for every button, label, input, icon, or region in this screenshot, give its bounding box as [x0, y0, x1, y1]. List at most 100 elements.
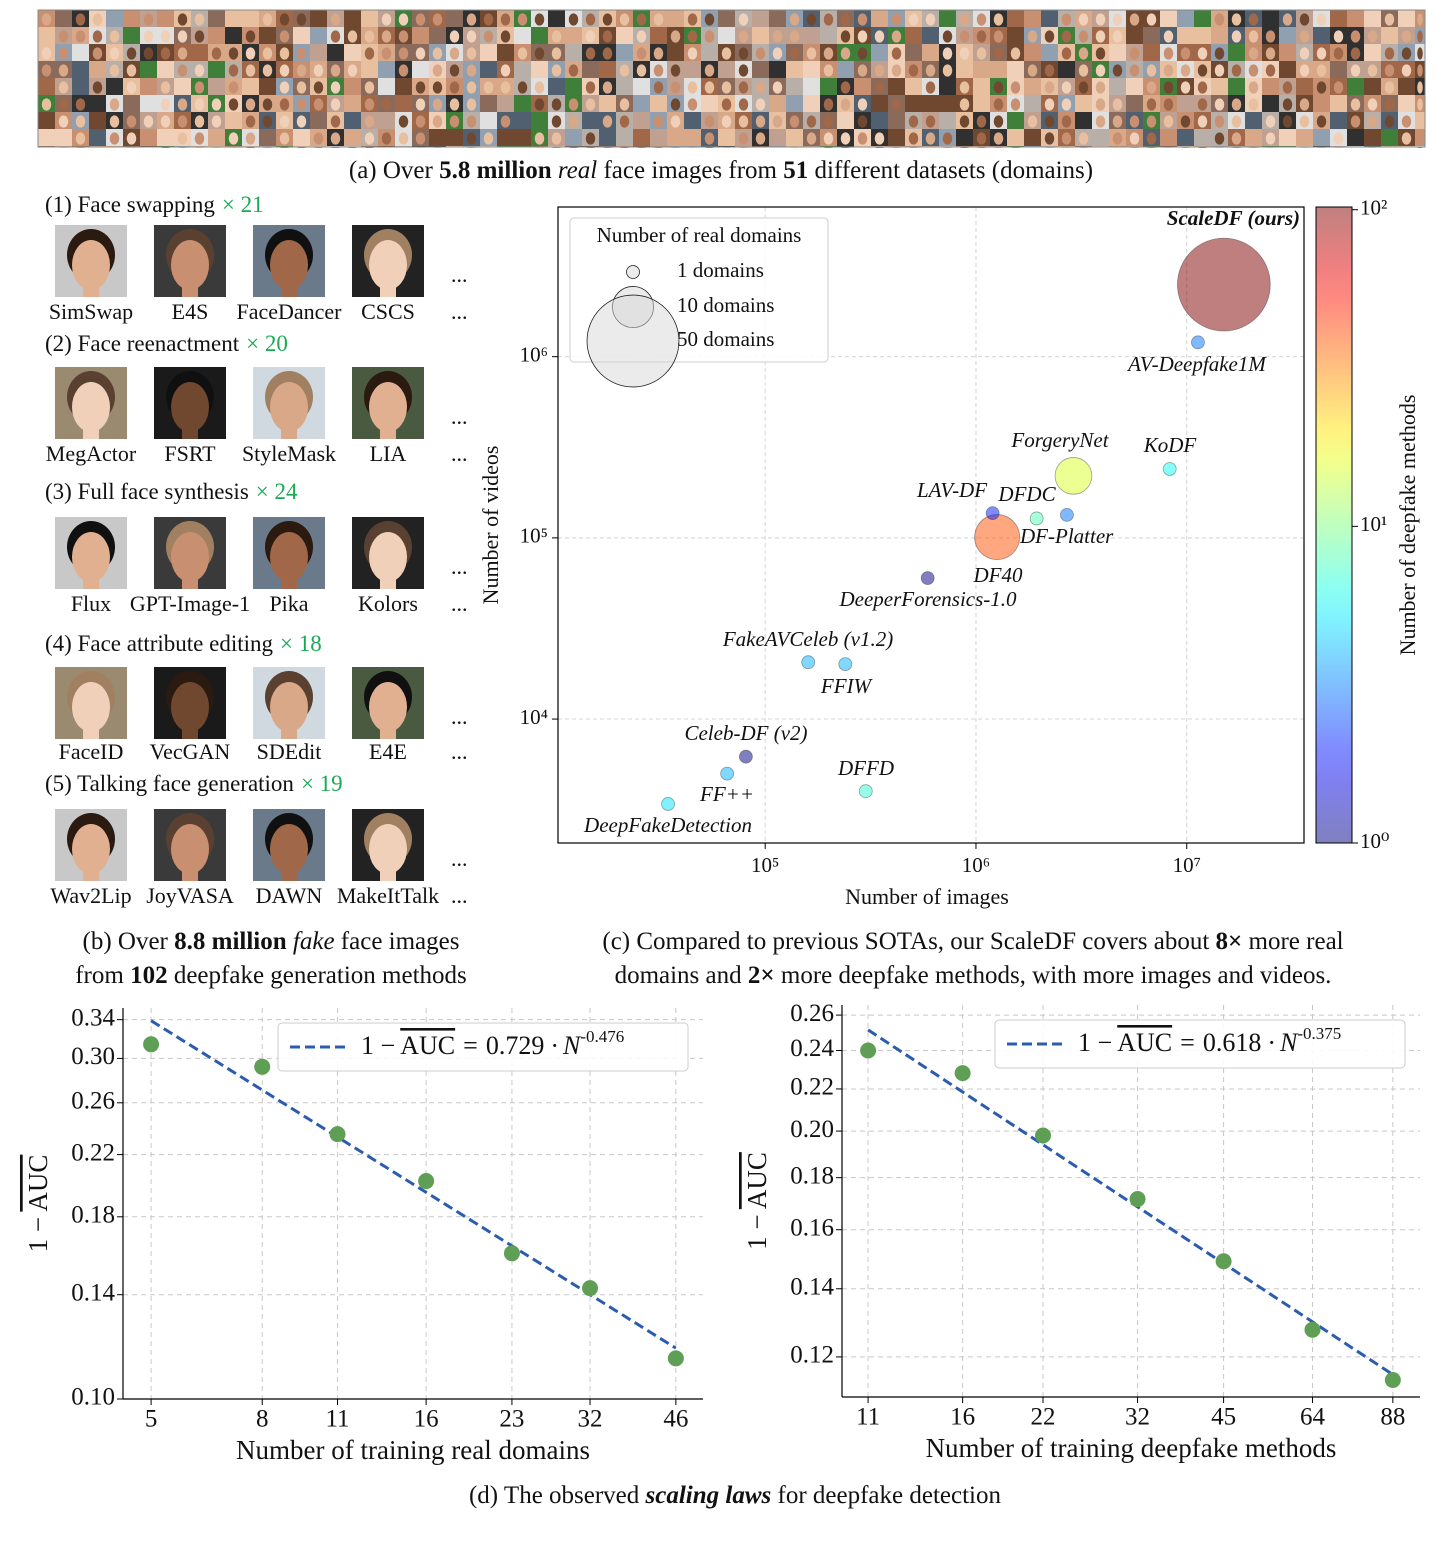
- mosaic-face: [1417, 81, 1423, 94]
- mosaic-face: [551, 30, 562, 43]
- mosaic-tile: [1296, 78, 1313, 95]
- x-tick-label: 64: [1300, 1404, 1326, 1431]
- mosaic-face: [925, 64, 936, 77]
- mosaic-tile: [242, 78, 259, 95]
- mosaic-face: [1299, 47, 1310, 60]
- mosaic-tile: [1024, 44, 1041, 61]
- mosaic-tile: [633, 78, 650, 95]
- y-tick-label: 0.22: [71, 1139, 115, 1166]
- mosaic-face: [364, 64, 375, 77]
- y-label-prefix: 1 −: [23, 1212, 53, 1253]
- bubble: [1162, 462, 1177, 476]
- mosaic-face: [160, 30, 171, 43]
- x-axis-label: Number of images: [845, 884, 1009, 909]
- y-tick-label: 0.10: [71, 1384, 115, 1411]
- bubble-label: DFDC: [997, 482, 1056, 506]
- category-title: (2) Face reenactment × 20: [45, 331, 288, 356]
- y-axis-label: 1 − AUC: [23, 1155, 53, 1253]
- caption-part: 102: [130, 962, 168, 989]
- mosaic-face: [330, 30, 341, 43]
- mosaic-face: [109, 132, 120, 145]
- mosaic-face: [925, 132, 936, 145]
- bubble: [801, 655, 816, 670]
- mosaic-tile: [718, 10, 735, 27]
- mosaic-tile: [633, 112, 650, 129]
- mosaic-face: [1095, 64, 1106, 77]
- x-tick-label: 32: [578, 1406, 603, 1433]
- method-name: VecGAN: [150, 739, 231, 764]
- mosaic-face: [840, 47, 851, 60]
- ellipsis: ...: [451, 591, 468, 616]
- mosaic-face: [602, 81, 613, 94]
- mosaic-tile: [1245, 129, 1262, 146]
- mosaic-tile: [1330, 10, 1347, 27]
- mosaic-face: [245, 98, 256, 111]
- mosaic-tile: [1415, 112, 1425, 129]
- thumbnail-neck: [281, 729, 297, 739]
- mosaic-face: [92, 115, 103, 128]
- mosaic-tile: [548, 10, 565, 27]
- mosaic-face: [228, 132, 239, 145]
- mosaic-tile: [293, 27, 310, 44]
- mosaic-face: [92, 13, 103, 26]
- mosaic-face: [364, 30, 375, 43]
- mosaic-face: [75, 115, 86, 128]
- category-title: (1) Face swapping × 21: [45, 192, 264, 217]
- thumbnail-face: [171, 682, 209, 732]
- mosaic-face: [1112, 132, 1123, 145]
- mosaic-face: [1044, 98, 1055, 111]
- bubble-label: DFFD: [837, 756, 894, 780]
- bubble: [920, 571, 935, 585]
- mosaic-tile: [871, 112, 888, 129]
- mosaic-tile: [1279, 27, 1296, 44]
- mosaic-tile: [1177, 10, 1194, 27]
- mosaic-tile: [769, 129, 786, 146]
- thumbnail-face: [270, 240, 308, 290]
- mosaic-tile: [480, 44, 497, 61]
- mosaic-face: [1282, 81, 1293, 94]
- mosaic-tile: [939, 78, 956, 95]
- mosaic-face: [245, 47, 256, 60]
- mosaic-tile: [1313, 129, 1330, 146]
- mosaic-tile: [820, 27, 837, 44]
- mosaic-face: [993, 30, 1004, 43]
- mosaic-face: [330, 13, 341, 26]
- plot-frame: [557, 206, 1305, 844]
- mosaic-face: [755, 98, 766, 111]
- mosaic-face: [993, 13, 1004, 26]
- mosaic-face: [755, 81, 766, 94]
- caption-part: more real: [1242, 928, 1343, 955]
- mosaic-face: [500, 13, 511, 26]
- thumbnail-face: [72, 824, 110, 874]
- mosaic-tile: [497, 129, 514, 146]
- mosaic-face: [959, 47, 970, 60]
- method-name: FaceID: [59, 739, 124, 764]
- mosaic-face: [143, 47, 154, 60]
- mosaic-face: [1299, 132, 1310, 145]
- mosaic-face: [1316, 115, 1327, 128]
- legend-bubble: [586, 294, 680, 388]
- mosaic-face: [126, 132, 137, 145]
- mosaic-tile: [922, 27, 939, 44]
- mosaic-face: [262, 13, 273, 26]
- mosaic-face: [755, 132, 766, 145]
- mosaic-tile: [939, 10, 956, 27]
- mosaic-face: [976, 13, 987, 26]
- mosaic-face: [925, 81, 936, 94]
- x-tick-label: 11: [856, 1404, 880, 1431]
- mosaic-face: [721, 115, 732, 128]
- mosaic-tile: [1075, 112, 1092, 129]
- bubble: [1029, 511, 1044, 526]
- mosaic-tile: [616, 129, 633, 146]
- mosaic-face: [449, 47, 460, 60]
- bubble-label: KoDF: [1143, 433, 1197, 457]
- caption-part: 5.8 million: [439, 157, 558, 184]
- mosaic-tile: [1262, 78, 1279, 95]
- mosaic-face: [262, 81, 273, 94]
- mosaic-face: [296, 81, 307, 94]
- mosaic-face: [109, 30, 120, 43]
- mosaic-face: [262, 30, 273, 43]
- category-count: × 24: [256, 479, 298, 504]
- y-axis-label: Number of videos: [478, 446, 503, 605]
- legend-times: ·: [550, 1031, 559, 1060]
